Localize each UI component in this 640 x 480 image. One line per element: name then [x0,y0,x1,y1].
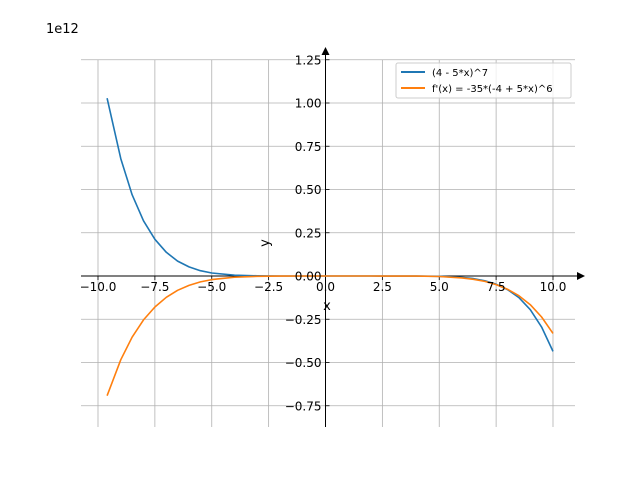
y-tick-label: 1.00 [295,97,322,111]
x-axis-arrow-icon [577,272,585,280]
legend-label-1: f'(x) = -35*(-4 + 5*x)^6 [432,84,553,95]
x-tick-label: 10.0 [540,280,567,294]
x-axis-label: x [323,299,331,314]
x-tick-label: 7.5 [487,280,506,294]
series-lines [106,98,554,396]
x-tick-label: 0.0 [316,280,335,294]
legend-label-0: (4 - 5*x)^7 [432,68,488,79]
y-tick-label: 0.50 [295,183,322,197]
y-tick-label: 0.00 [295,270,322,284]
y-tick-label: −0.75 [285,399,322,413]
x-tick-label: 5.0 [430,280,449,294]
y-tick-label: 0.25 [295,226,322,240]
legend-frame [395,62,572,99]
y-tick-label: −0.50 [285,356,322,370]
x-tick-label: −10.0 [80,280,117,294]
series-line-1 [106,275,554,396]
y-tick-label: 1.25 [295,53,322,67]
y-tick-label: 0.75 [295,140,322,154]
y-axis-label: y [258,239,273,247]
y-tick-label: −0.25 [285,313,322,327]
axes [81,47,585,427]
x-tick-label: 2.5 [373,280,392,294]
x-tick-label: −7.5 [140,280,169,294]
legend: (4 - 5*x)^7 f'(x) = -35*(-4 + 5*x)^6 [395,62,572,99]
x-tick-label: −2.5 [254,280,283,294]
y-offset-label: 1e12 [46,22,79,37]
tick-labels: −10.0 −7.5 −5.0 −2.5 0.0 2.5 5.0 7.5 10.0 −0.75 −0… [80,53,567,413]
x-tick-label: −5.0 [197,280,226,294]
grid [81,59,575,427]
y-axis-arrow-icon [321,47,330,55]
